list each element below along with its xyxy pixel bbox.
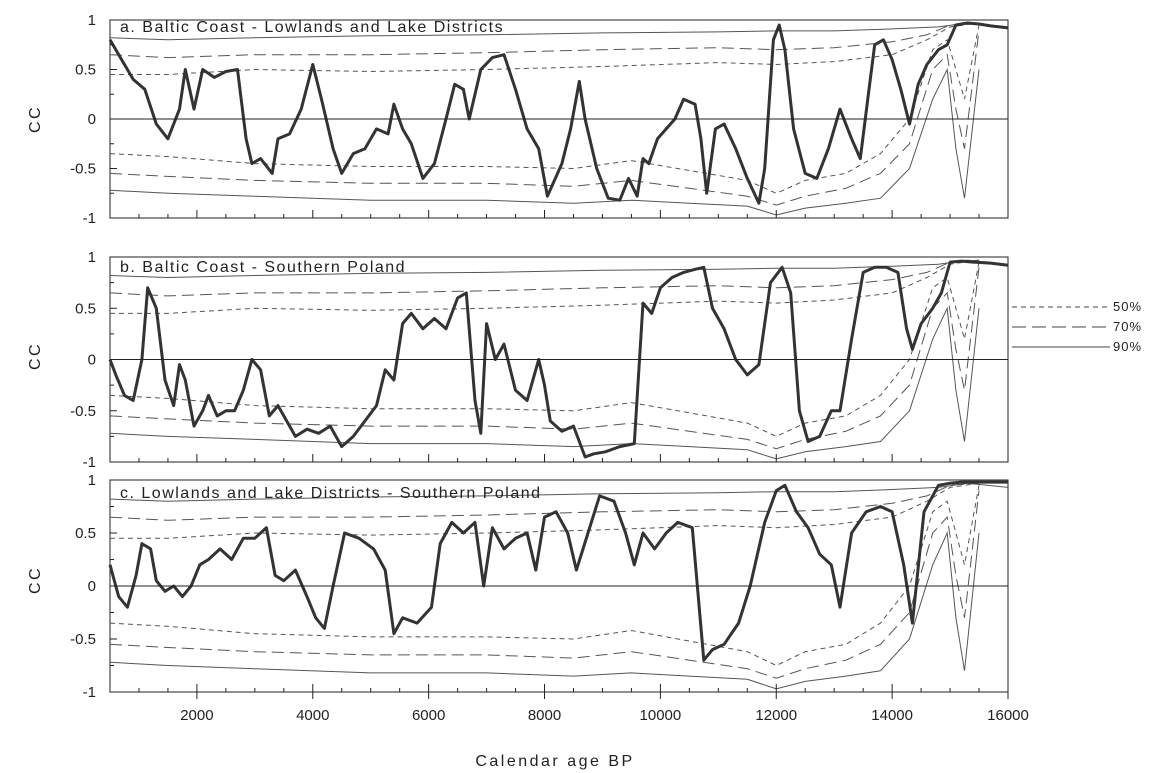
x-axis-ticks: 2000 4000 6000 8000 10000 12000 14000 16000 [138, 210, 1029, 724]
panel-c: -1 -0.5 0 0.5 1 c. Lowlands and Lake Distric… [27, 472, 1009, 701]
xtick-label: 10000 [640, 707, 682, 724]
ytick-label: 0.5 [75, 62, 96, 79]
band-50-upper [110, 259, 980, 314]
band-50-lower [109, 485, 980, 667]
ytick-label: -1 [83, 210, 96, 227]
panel-b-cc-line [108, 259, 1009, 459]
panel-b: -1 -0.5 0 0.5 1 b. Baltic Coast - Southern P… [27, 249, 1009, 471]
band-50-upper [110, 22, 980, 75]
ytick-label: 0 [88, 352, 96, 369]
ytick-label: -0.5 [70, 161, 96, 178]
ytick-label: -0.5 [70, 631, 96, 648]
ytick-label: 1 [88, 472, 96, 489]
xtick-label: 2000 [180, 707, 213, 724]
panel-a-title: a. Baltic Coast - Lowlands and Lake Dist… [120, 19, 504, 36]
panel-a-bands [109, 22, 1009, 216]
panel-c-ylabel: CC [27, 566, 44, 594]
panel-c-yticks: -1 -0.5 0 0.5 1 [70, 472, 117, 701]
ytick-label: -0.5 [70, 403, 96, 420]
band-50-lower [109, 262, 980, 437]
panel-b-title: b. Baltic Coast - Southern Poland [120, 259, 406, 276]
legend-50-label: 50% [1113, 299, 1142, 314]
band-50-lower [109, 24, 980, 194]
legend-70-label: 70% [1113, 319, 1142, 334]
band-90-upper [109, 259, 1009, 279]
band-70-upper [109, 22, 980, 59]
band-90-upper [109, 22, 1009, 41]
xtick-label: 8000 [528, 707, 561, 724]
legend-90-label: 90% [1113, 339, 1142, 354]
xtick-label: 12000 [755, 707, 797, 724]
panel-a-ylabel: CC [27, 105, 44, 133]
panel-a: -1 -0.5 0 0.5 1 a. Baltic Coast - Lowlands a… [27, 12, 1009, 227]
ytick-label: -1 [83, 454, 96, 471]
x-axis-title: Calendar age BP [475, 753, 634, 770]
panel-c-cc-line [108, 480, 1008, 662]
panel-c-title: c. Lowlands and Lake Districts - Souther… [120, 485, 542, 502]
xtick-label: 14000 [871, 707, 913, 724]
ytick-label: 0.5 [75, 300, 96, 317]
ytick-label: 0 [88, 111, 96, 128]
ytick-label: 1 [88, 249, 96, 266]
panel-a-yticks: -1 -0.5 0 0.5 1 [70, 12, 117, 227]
panel-b-yticks: -1 -0.5 0 0.5 1 [70, 249, 117, 471]
ytick-label: -1 [83, 684, 96, 701]
band-50-upper [110, 482, 980, 539]
band-70-lower [109, 29, 980, 206]
xtick-label: 16000 [987, 707, 1029, 724]
xtick-label: 4000 [296, 707, 329, 724]
panel-b-ylabel: CC [27, 342, 44, 370]
legend: 50% 70% 90% [1012, 299, 1142, 354]
ytick-label: 1 [88, 12, 96, 29]
panel-a-cc-line [108, 21, 1009, 205]
band-70-upper [109, 259, 980, 297]
band-70-upper [109, 482, 980, 521]
xtick-label: 6000 [412, 707, 445, 724]
band-70-lower [109, 267, 980, 450]
ytick-label: 0.5 [75, 525, 96, 542]
ytick-label: 0 [88, 578, 96, 595]
band-70-lower [109, 490, 980, 679]
